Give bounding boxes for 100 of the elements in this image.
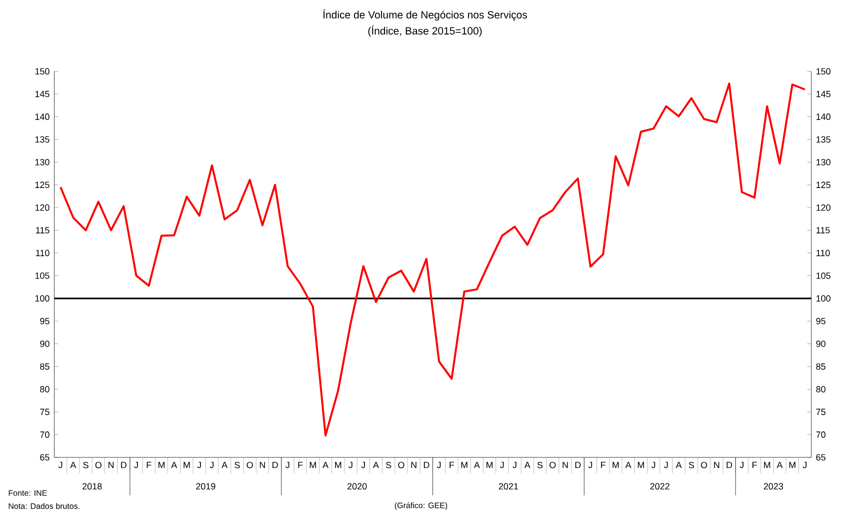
x-tick-label: J [802, 462, 807, 468]
y2-tick-label: 120 [816, 204, 830, 211]
x-tick-label: S [537, 462, 543, 468]
x-tick-label: J [500, 462, 504, 468]
x-tick-label: A [222, 462, 228, 468]
y2-tick-label: 70 [816, 431, 826, 438]
y2-tick-label: 145 [816, 90, 830, 98]
x-tick-label: D [575, 462, 581, 468]
y-tick-label: 125 [35, 182, 50, 188]
x-tick-label: A [625, 462, 632, 468]
x-tick-label: M [184, 462, 190, 468]
text: 2020 [348, 483, 367, 490]
y-tick-label: 80 [40, 386, 50, 392]
x-tick-label: J [740, 462, 744, 468]
y-tick-label: 120 [35, 204, 50, 211]
y2-tick-label: 135 [816, 136, 830, 143]
y2-tick-label: 65 [816, 454, 826, 461]
y-tick-label: 110 [36, 250, 50, 256]
x-tick-label: J [210, 462, 214, 468]
x-tick-label: S [83, 462, 88, 468]
y-tick-label: 100 [35, 295, 50, 302]
x-tick-label: D [424, 462, 430, 468]
y2-tick-label: 150 [816, 68, 830, 75]
x-tick-label: J [436, 462, 441, 468]
x-tick-label: N [108, 462, 114, 468]
text: 2021 [498, 483, 518, 490]
text: 2022 [650, 483, 670, 490]
x-tick-label: J [134, 462, 138, 468]
y-tick-label: 70 [40, 431, 50, 438]
x-tick-label: J [361, 462, 365, 468]
y2-tick-label: 110 [816, 250, 830, 256]
x-tick-label: O [95, 462, 102, 468]
x-tick-label: A [322, 462, 328, 468]
x-tick-label: M [310, 462, 316, 468]
x-tick-label: F [752, 462, 757, 468]
x-tick-label: M [789, 462, 796, 468]
x-tick-label: J [197, 462, 201, 468]
x-tick-label: D [272, 462, 278, 468]
x-tick-label: F [146, 462, 152, 468]
x-tick-label: A [372, 462, 379, 468]
text: 2023 [764, 483, 784, 490]
y2-tick-label: 85 [816, 363, 826, 370]
y2-tick-label: 105 [816, 272, 830, 279]
x-tick-label: J [286, 462, 290, 468]
x-tick-label: N [714, 462, 720, 468]
line-series [60, 82, 806, 437]
y2-tick-label: 125 [816, 182, 830, 188]
y2-tick-label: 130 [816, 158, 830, 166]
text: Nota: Dados brutos. [8, 503, 80, 509]
x-tick-label: J [348, 462, 352, 468]
y-tick-label: 75 [40, 408, 50, 416]
x-tick-label: A [676, 462, 682, 468]
x-tick-label: M [158, 462, 165, 468]
text: 2019 [196, 483, 216, 490]
y2-tick-label: 115 [816, 227, 830, 234]
y2-tick-label: 100 [816, 295, 830, 302]
source-note: Fonte: INE [8, 490, 47, 496]
y2-tick-label: 140 [816, 114, 830, 120]
y-tick-label: 140 [35, 114, 50, 120]
x-tick-label: M [764, 462, 770, 468]
x-tick-label: N [260, 462, 265, 468]
chart-title: Índice de Volume de Negócios nos Serviços [323, 9, 528, 21]
x-tick-label: M [612, 462, 619, 468]
x-tick-label: M [335, 462, 342, 468]
y2-tick-label: 90 [816, 340, 826, 347]
x-tick-label: S [688, 462, 694, 468]
y-tick-label: 130 [35, 158, 50, 166]
x-tick-label: M [638, 462, 644, 468]
x-tick-label: A [70, 462, 76, 468]
y-tick-label: 85 [40, 363, 50, 370]
y2-tick-label: 95 [816, 318, 826, 324]
y-tick-label: 90 [40, 340, 50, 347]
x-tick-label: J [664, 462, 668, 468]
y-tick-label: 135 [35, 136, 50, 143]
x-tick-label: O [550, 462, 556, 468]
y-tick-label: 65 [40, 454, 50, 461]
x-tick-label: S [234, 462, 240, 468]
x-tick-label: J [58, 462, 62, 468]
text: (Gráfico: GEE) [394, 502, 448, 510]
text: 2018 [82, 483, 102, 490]
y2-tick-label: 75 [816, 408, 826, 416]
y2-tick-label: 80 [816, 386, 826, 392]
y-tick-label: 95 [40, 318, 50, 324]
y-tick-label: 105 [35, 272, 50, 279]
x-tick-label: J [512, 462, 516, 468]
x-tick-label: D [726, 462, 732, 468]
x-tick-label: F [601, 462, 606, 468]
x-tick-label: J [651, 462, 656, 468]
x-tick-label: A [474, 462, 480, 468]
chart-subtitle: (Índice, Base 2015=100) [368, 25, 482, 37]
x-tick-label: O [246, 462, 253, 468]
x-tick-label: A [171, 462, 178, 468]
x-tick-label: M [486, 462, 493, 468]
x-tick-label: S [386, 462, 392, 468]
x-tick-label: N [411, 462, 416, 468]
x-tick-label: A [776, 462, 783, 468]
x-tick-label: O [700, 462, 708, 468]
y-tick-label: 145 [35, 90, 50, 98]
y-tick-label: 150 [35, 68, 50, 75]
x-tick-label: O [398, 462, 404, 468]
